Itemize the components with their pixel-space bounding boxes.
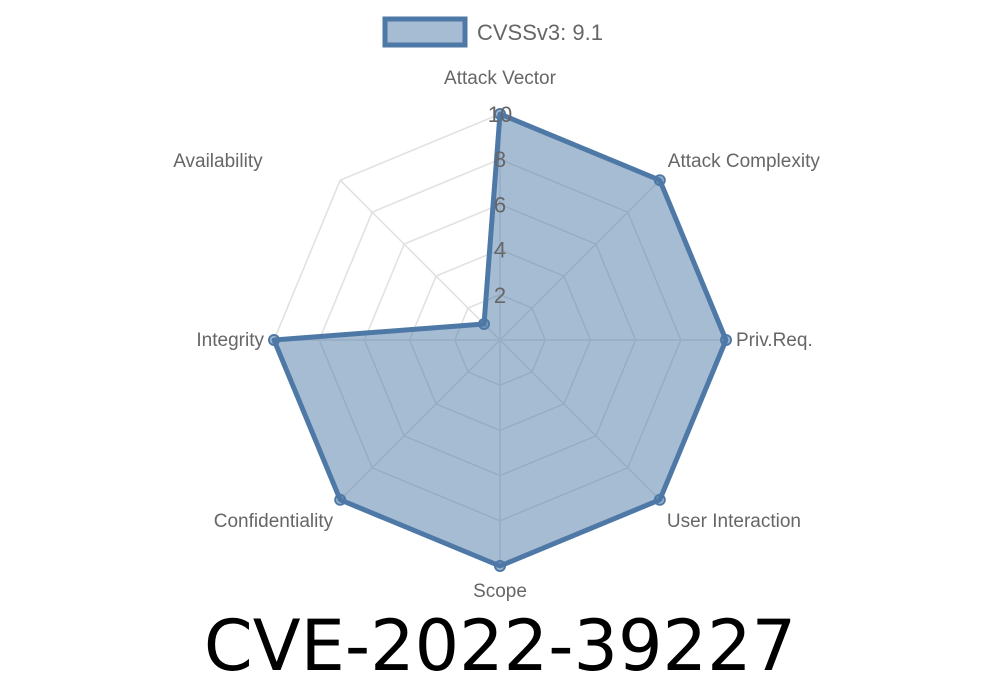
data-point xyxy=(653,174,666,187)
data-point xyxy=(268,334,280,346)
data-point xyxy=(334,493,347,506)
axis-line xyxy=(339,179,501,341)
data-point xyxy=(653,493,666,506)
data-point xyxy=(720,334,732,346)
axis-label: Priv.Req. xyxy=(736,330,813,351)
axis-label: Attack Vector xyxy=(444,68,557,89)
axis-label: Availability xyxy=(173,151,263,172)
axis-label: Confidentiality xyxy=(214,511,334,532)
axis-label: Scope xyxy=(473,581,527,602)
tick-label: 6 xyxy=(494,192,506,217)
legend-swatch xyxy=(382,16,468,48)
data-point xyxy=(494,108,506,120)
tick-label: 8 xyxy=(494,147,506,172)
legend-label: CVSSv3: 9.1 xyxy=(477,20,603,45)
tick-label: 10 xyxy=(488,102,512,127)
axis-label: Integrity xyxy=(196,330,264,351)
tick-label: 4 xyxy=(494,238,506,263)
cve-title: CVE-2022-39227 xyxy=(203,605,797,687)
tick-label: 2 xyxy=(494,283,506,308)
axis-label: Attack Complexity xyxy=(668,151,821,172)
data-point xyxy=(494,560,506,572)
axis-label: User Interaction xyxy=(667,511,801,532)
data-point xyxy=(478,318,491,331)
